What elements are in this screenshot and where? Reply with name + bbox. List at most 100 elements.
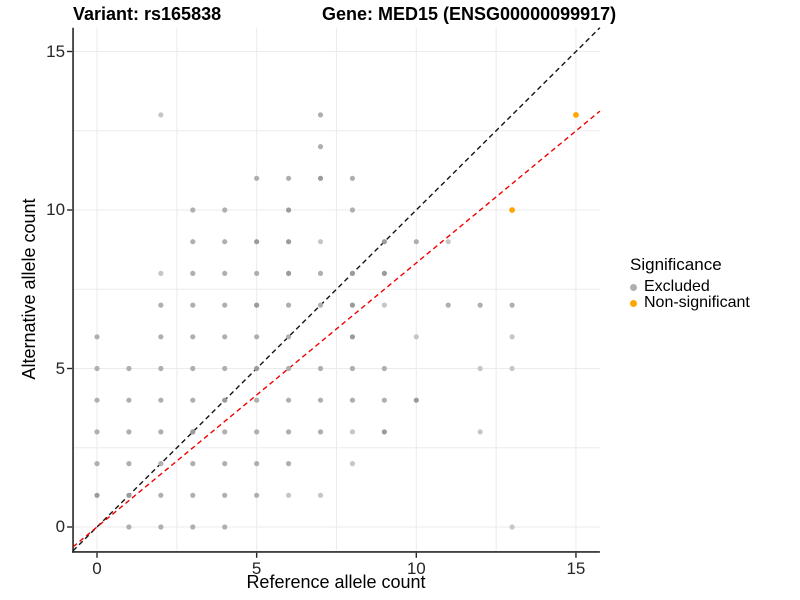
data-point-excluded — [190, 461, 196, 467]
data-point-excluded — [190, 270, 196, 276]
legend-item-non-significant: Non-significant — [630, 295, 750, 311]
data-point-excluded — [477, 429, 483, 435]
data-point-excluded — [317, 429, 324, 435]
data-point-excluded — [285, 365, 292, 372]
data-point-excluded — [94, 365, 100, 372]
data-point-excluded — [381, 429, 387, 435]
data-point-excluded — [254, 492, 260, 498]
data-point-excluded — [222, 429, 228, 435]
data-point-excluded — [190, 397, 196, 403]
data-point-excluded — [254, 365, 260, 372]
data-point-excluded — [509, 302, 515, 308]
data-point-excluded — [126, 397, 132, 403]
data-point-excluded — [222, 270, 228, 276]
data-point-excluded — [285, 175, 292, 181]
data-point-excluded — [381, 302, 387, 308]
data-point-excluded — [477, 302, 483, 308]
data-point-excluded — [222, 461, 228, 467]
data-point-excluded — [413, 239, 419, 245]
data-point-excluded — [222, 492, 228, 498]
data-point-excluded — [190, 429, 196, 435]
data-point-excluded — [254, 239, 260, 245]
y-tick-label: 10 — [46, 200, 66, 219]
data-point-excluded — [349, 334, 356, 340]
data-point-excluded — [349, 365, 356, 372]
y-tick-label: 15 — [46, 41, 66, 61]
data-point-excluded — [349, 429, 356, 435]
data-point-excluded — [222, 302, 228, 308]
data-point-excluded — [254, 461, 260, 467]
data-point-excluded — [222, 334, 228, 340]
data-point-excluded — [222, 397, 228, 403]
x-tick-label: 10 — [406, 558, 426, 578]
legend: Significance Excluded Non-significant — [630, 254, 750, 311]
data-point-excluded — [158, 334, 164, 340]
data-point-excluded — [126, 365, 132, 372]
data-point-excluded — [349, 461, 356, 467]
fit-line — [72, 110, 601, 548]
data-point-excluded — [158, 112, 164, 118]
data-point-excluded — [254, 397, 260, 403]
data-point-excluded — [190, 365, 196, 372]
data-point-excluded — [285, 429, 292, 435]
data-point-non-significant — [573, 112, 579, 118]
data-point-excluded — [190, 492, 196, 498]
data-point-excluded — [126, 429, 132, 435]
data-point-excluded — [317, 270, 324, 276]
y-tick-label: 0 — [55, 517, 66, 536]
data-point-excluded — [94, 492, 100, 498]
data-point-excluded — [94, 334, 100, 340]
data-point-excluded — [94, 397, 100, 403]
data-point-excluded — [445, 239, 451, 245]
data-point-excluded — [254, 334, 260, 340]
data-point-excluded — [445, 302, 451, 308]
data-point-excluded — [317, 112, 324, 118]
data-point-excluded — [349, 207, 356, 213]
y-tick-label: 5 — [55, 358, 66, 378]
data-point-excluded — [509, 334, 515, 340]
data-point-excluded — [254, 429, 260, 435]
data-point-excluded — [254, 175, 260, 181]
data-point-excluded — [254, 302, 260, 308]
gene-title: Gene: MED15 (ENSG00000099917) — [322, 4, 617, 24]
x-tick-label: 5 — [251, 558, 262, 578]
data-point-excluded — [222, 207, 228, 213]
legend-item-label: Excluded — [644, 278, 710, 295]
non-significant-dot-icon — [630, 299, 637, 307]
data-point-excluded — [126, 492, 132, 498]
data-point-non-significant — [509, 207, 515, 213]
legend-item-label: Non-significant — [644, 294, 750, 311]
data-point-excluded — [317, 302, 324, 308]
data-point-excluded — [381, 270, 387, 276]
data-point-excluded — [285, 207, 292, 213]
data-point-excluded — [158, 302, 164, 308]
data-point-excluded — [413, 397, 419, 403]
data-point-excluded — [190, 207, 196, 213]
variant-title: Variant: rs165838 — [73, 4, 222, 24]
data-point-excluded — [285, 397, 292, 403]
data-point-excluded — [190, 239, 196, 245]
data-point-excluded — [381, 397, 387, 403]
legend-title: Significance — [630, 255, 722, 274]
data-point-excluded — [317, 397, 324, 403]
data-point-excluded — [285, 334, 292, 340]
data-point-excluded — [509, 524, 515, 530]
data-point-excluded — [222, 239, 228, 245]
data-point-excluded — [285, 270, 292, 276]
data-point-excluded — [158, 461, 164, 467]
x-tick-label: 15 — [566, 558, 586, 578]
data-point-excluded — [349, 175, 356, 181]
data-point-excluded — [317, 239, 324, 245]
y-axis-title: Alternative allele count — [19, 198, 39, 380]
data-point-excluded — [94, 461, 100, 467]
data-point-excluded — [381, 365, 387, 372]
x-tick-label: 0 — [92, 558, 102, 578]
data-point-excluded — [317, 365, 324, 372]
x-axis-title: Reference allele count — [246, 572, 426, 592]
data-point-excluded — [126, 524, 132, 530]
data-point-excluded — [477, 365, 483, 372]
data-point-excluded — [158, 429, 164, 435]
data-point-excluded — [126, 461, 132, 467]
